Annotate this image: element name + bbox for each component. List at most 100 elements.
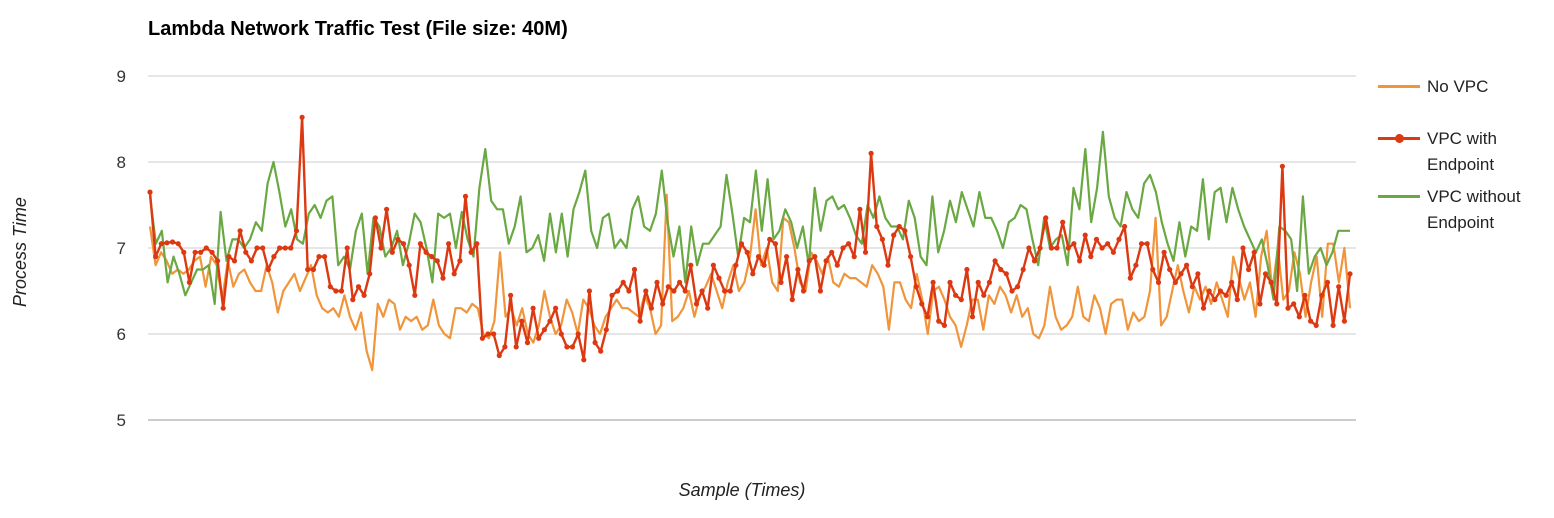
data-point[interactable] xyxy=(626,288,632,294)
data-point[interactable] xyxy=(586,288,593,294)
data-point[interactable] xyxy=(310,266,316,273)
data-point[interactable] xyxy=(981,292,987,298)
data-point[interactable] xyxy=(1138,241,1145,247)
data-point[interactable] xyxy=(237,228,243,234)
data-point[interactable] xyxy=(1217,288,1223,294)
data-point[interactable] xyxy=(209,249,215,255)
data-point[interactable] xyxy=(1240,245,1246,251)
data-point[interactable] xyxy=(1122,223,1128,230)
data-point[interactable] xyxy=(536,335,542,341)
data-point[interactable] xyxy=(395,236,401,242)
data-point[interactable] xyxy=(902,228,908,234)
series-line-vpc-with-endpoint[interactable] xyxy=(148,116,1352,361)
data-point[interactable] xyxy=(491,331,497,337)
data-point[interactable] xyxy=(851,254,857,260)
data-point[interactable] xyxy=(1206,288,1212,294)
data-point[interactable] xyxy=(682,288,688,294)
data-point[interactable] xyxy=(1110,249,1116,255)
data-point[interactable] xyxy=(1319,292,1325,298)
data-point[interactable] xyxy=(1285,305,1291,311)
data-point[interactable] xyxy=(344,245,350,251)
data-point[interactable] xyxy=(784,254,790,260)
data-point[interactable] xyxy=(806,258,812,264)
data-point[interactable] xyxy=(772,241,779,247)
data-point[interactable] xyxy=(891,232,897,238)
data-point[interactable] xyxy=(924,314,931,320)
data-point[interactable] xyxy=(896,223,902,230)
data-point[interactable] xyxy=(1262,271,1269,277)
data-point[interactable] xyxy=(1336,284,1342,290)
data-point[interactable] xyxy=(1127,275,1133,281)
data-point[interactable] xyxy=(186,279,192,285)
data-point[interactable] xyxy=(936,318,942,324)
data-point[interactable] xyxy=(1246,266,1252,273)
data-point[interactable] xyxy=(1060,219,1066,225)
data-point[interactable] xyxy=(755,254,762,260)
data-point[interactable] xyxy=(699,288,705,294)
data-point[interactable] xyxy=(265,266,271,273)
data-point[interactable] xyxy=(243,249,249,255)
data-point[interactable] xyxy=(913,284,919,290)
data-point[interactable] xyxy=(355,284,362,290)
data-point[interactable] xyxy=(553,305,559,311)
data-point[interactable] xyxy=(277,245,283,251)
data-point[interactable] xyxy=(609,292,615,298)
data-point[interactable] xyxy=(654,279,660,285)
data-point[interactable] xyxy=(541,327,548,333)
data-point[interactable] xyxy=(1268,279,1274,285)
data-point[interactable] xyxy=(248,258,254,264)
data-point[interactable] xyxy=(778,279,784,285)
data-point[interactable] xyxy=(558,331,564,337)
data-point[interactable] xyxy=(767,236,773,242)
data-point[interactable] xyxy=(198,249,204,255)
data-point[interactable] xyxy=(412,292,418,298)
data-point[interactable] xyxy=(1065,245,1071,251)
data-point[interactable] xyxy=(468,249,474,255)
data-point[interactable] xyxy=(508,292,514,298)
data-point[interactable] xyxy=(1082,232,1088,238)
data-point[interactable] xyxy=(992,258,998,264)
data-point[interactable] xyxy=(361,292,367,298)
data-point[interactable] xyxy=(592,340,598,346)
data-point[interactable] xyxy=(1234,297,1240,303)
data-point[interactable] xyxy=(648,305,655,311)
data-point[interactable] xyxy=(969,314,976,320)
data-point[interactable] xyxy=(1116,236,1122,242)
data-point[interactable] xyxy=(615,288,621,294)
data-point[interactable] xyxy=(631,266,638,273)
data-point[interactable] xyxy=(1161,249,1167,255)
data-point[interactable] xyxy=(569,344,576,350)
data-point[interactable] xyxy=(727,288,733,294)
data-point[interactable] xyxy=(203,245,209,251)
data-point[interactable] xyxy=(919,301,925,307)
data-point[interactable] xyxy=(1167,266,1173,273)
data-point[interactable] xyxy=(1195,271,1201,277)
data-point[interactable] xyxy=(930,279,936,285)
data-point[interactable] xyxy=(1330,322,1336,328)
data-point[interactable] xyxy=(603,327,609,333)
data-point[interactable] xyxy=(384,206,390,212)
data-point[interactable] xyxy=(1229,279,1235,285)
data-point[interactable] xyxy=(1296,314,1302,320)
data-point[interactable] xyxy=(457,258,463,264)
data-point[interactable] xyxy=(1088,254,1094,260)
data-point[interactable] xyxy=(220,305,226,311)
data-point[interactable] xyxy=(1054,245,1060,251)
data-point[interactable] xyxy=(643,288,649,294)
data-point[interactable] xyxy=(440,275,446,281)
data-point[interactable] xyxy=(164,240,170,246)
data-point[interactable] xyxy=(722,288,728,294)
data-point[interactable] xyxy=(733,262,739,268)
data-point[interactable] xyxy=(1172,279,1178,285)
data-point[interactable] xyxy=(575,331,581,337)
data-point[interactable] xyxy=(254,245,260,251)
data-point[interactable] xyxy=(857,206,863,212)
data-point[interactable] xyxy=(620,279,626,285)
data-point[interactable] xyxy=(868,150,874,156)
data-point[interactable] xyxy=(1099,245,1105,251)
data-point[interactable] xyxy=(147,189,153,195)
data-point[interactable] xyxy=(1071,241,1077,247)
data-point[interactable] xyxy=(226,254,232,260)
data-point[interactable] xyxy=(1105,241,1111,247)
data-point[interactable] xyxy=(1189,284,1195,290)
